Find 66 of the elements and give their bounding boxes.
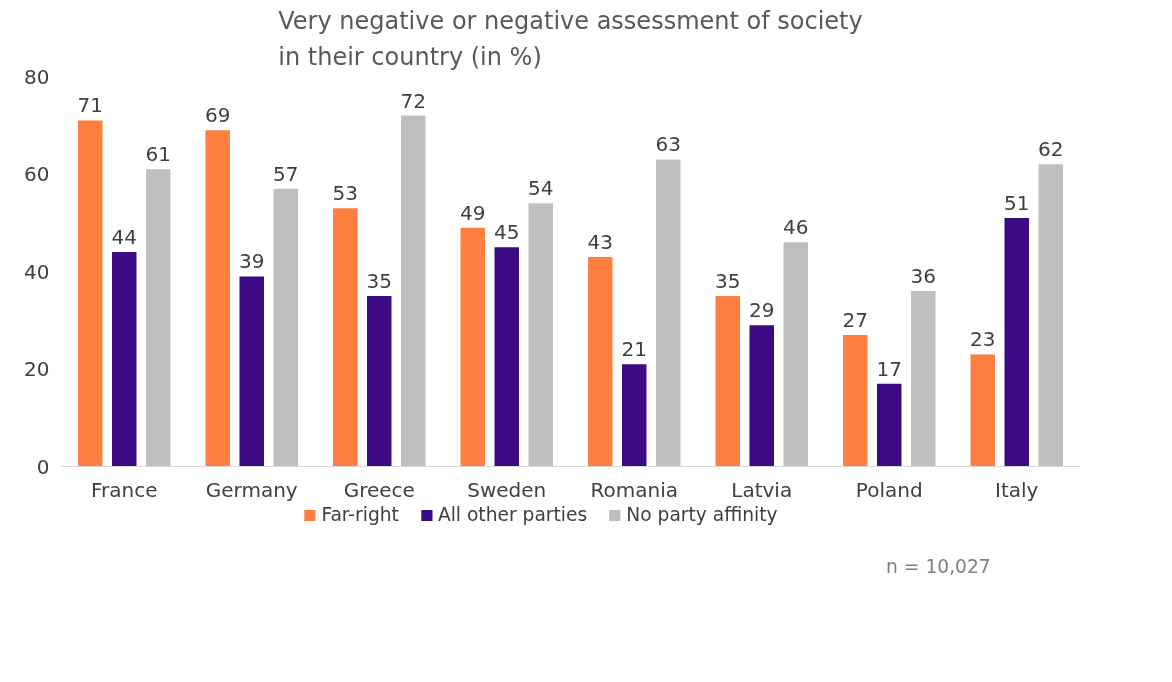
bar <box>877 383 902 467</box>
y-tick-label: 20 <box>24 357 50 381</box>
data-label: 36 <box>910 264 936 288</box>
data-label: 51 <box>1004 190 1030 215</box>
x-tick-label: Romania <box>590 477 678 502</box>
bar <box>205 130 230 467</box>
bar <box>273 188 298 467</box>
bar <box>970 354 995 467</box>
bar <box>622 364 647 467</box>
y-tick-label: 0 <box>36 454 50 479</box>
data-label: 69 <box>205 103 231 128</box>
chart-title: Very negative or negative assessment of society in their country (in %) <box>278 7 863 72</box>
legend-label: Far-right <box>321 504 399 525</box>
data-label: 35 <box>715 268 741 293</box>
x-tick-label: France <box>91 477 158 502</box>
bar <box>333 208 358 467</box>
data-label: 43 <box>587 229 613 254</box>
data-label: 39 <box>239 249 265 274</box>
bar <box>1004 217 1029 467</box>
data-label: 57 <box>273 161 299 186</box>
y-tick-label: 40 <box>24 259 50 284</box>
bar <box>494 247 519 467</box>
data-label: 62 <box>1038 137 1064 162</box>
x-tick-label: Italy <box>995 477 1039 502</box>
data-label: 49 <box>460 200 486 225</box>
bar <box>528 203 553 467</box>
data-label: 72 <box>400 88 426 113</box>
bar <box>401 115 426 467</box>
data-label: 45 <box>494 220 520 245</box>
data-label: 35 <box>366 268 392 293</box>
x-tick-label: Latvia <box>731 477 793 502</box>
data-label: 54 <box>528 176 554 201</box>
legend-label: All other parties <box>437 504 588 525</box>
data-label: 44 <box>111 225 137 249</box>
bar <box>367 295 392 467</box>
bar <box>749 325 774 467</box>
y-tick-label: 60 <box>24 162 50 186</box>
data-label: 71 <box>77 93 103 118</box>
x-tick-label: Sweden <box>467 477 547 502</box>
bar <box>460 227 485 467</box>
bar <box>239 276 264 467</box>
data-label: 27 <box>842 307 868 332</box>
x-tick-label: Germany <box>205 477 298 502</box>
data-label: 46 <box>783 215 809 240</box>
x-tick-label: Greece <box>343 477 415 502</box>
data-label: 29 <box>749 298 775 323</box>
bar <box>715 295 740 467</box>
bar <box>588 256 613 467</box>
data-label: 61 <box>145 142 171 167</box>
bar <box>112 252 137 467</box>
bar <box>146 169 171 467</box>
bar <box>911 291 936 467</box>
y-tick-label: 80 <box>24 64 50 89</box>
data-label: 53 <box>332 181 358 206</box>
bar <box>783 242 808 467</box>
data-label: 21 <box>621 337 647 362</box>
data-label: 17 <box>876 356 902 381</box>
data-label: 63 <box>655 132 681 157</box>
data-label: 23 <box>970 327 996 352</box>
legend-label: No party affinity <box>626 504 778 525</box>
bar <box>843 334 868 467</box>
bar <box>656 159 681 467</box>
x-tick-label: Poland <box>855 477 923 502</box>
text: n = 10,027 <box>886 555 991 577</box>
bar <box>1038 164 1063 467</box>
bar <box>78 120 103 467</box>
